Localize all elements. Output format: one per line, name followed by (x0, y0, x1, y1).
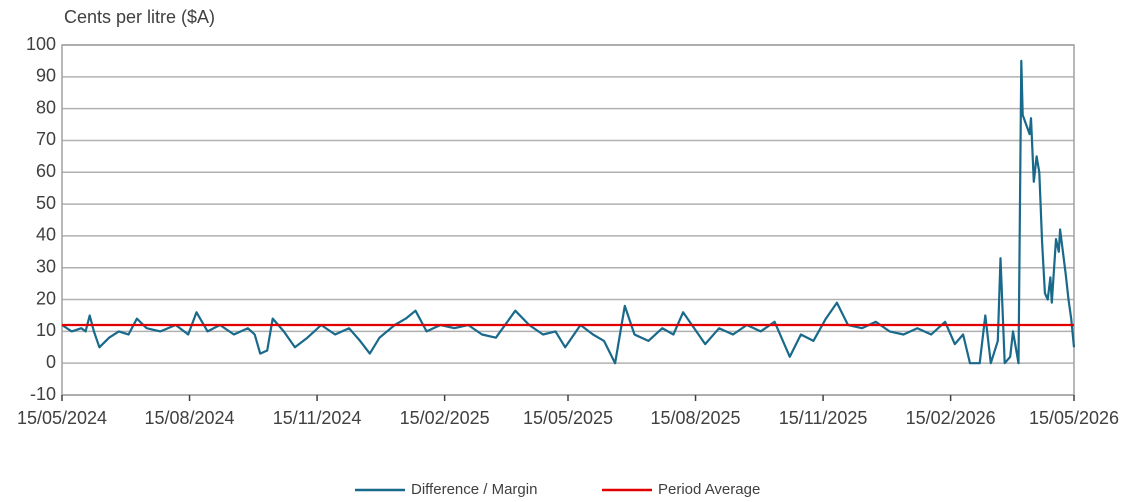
x-tick-label: 15/02/2025 (400, 408, 490, 428)
y-tick-label: 20 (36, 288, 56, 308)
y-tick-label: 70 (36, 129, 56, 149)
y-tick-label: 40 (36, 225, 56, 245)
y-axis-title: Cents per litre ($A) (64, 7, 215, 27)
y-tick-label: 10 (36, 320, 56, 340)
legend-label: Period Average (658, 481, 760, 498)
y-tick-label: 50 (36, 193, 56, 213)
y-tick-label: 30 (36, 256, 56, 276)
legend-label: Difference / Margin (411, 481, 537, 498)
y-tick-label: 80 (36, 97, 56, 117)
x-tick-label: 15/02/2026 (906, 408, 996, 428)
x-tick-label: 15/11/2025 (779, 408, 868, 428)
y-tick-label: 100 (26, 34, 56, 54)
y-tick-label: 60 (36, 161, 56, 181)
x-tick-label: 15/08/2025 (650, 408, 740, 428)
y-tick-label: 90 (36, 66, 56, 86)
x-tick-label: 15/05/2025 (523, 408, 613, 428)
data-line (61, 59, 1076, 365)
y-tick-label: -10 (30, 384, 56, 404)
x-tick-label: 15/05/2024 (17, 408, 107, 428)
x-tick-label: 15/08/2024 (144, 408, 234, 428)
x-tick-label: 15/11/2024 (273, 408, 362, 428)
y-tick-label: 0 (46, 352, 56, 372)
x-tick-label: 15/05/2026 (1029, 408, 1119, 428)
